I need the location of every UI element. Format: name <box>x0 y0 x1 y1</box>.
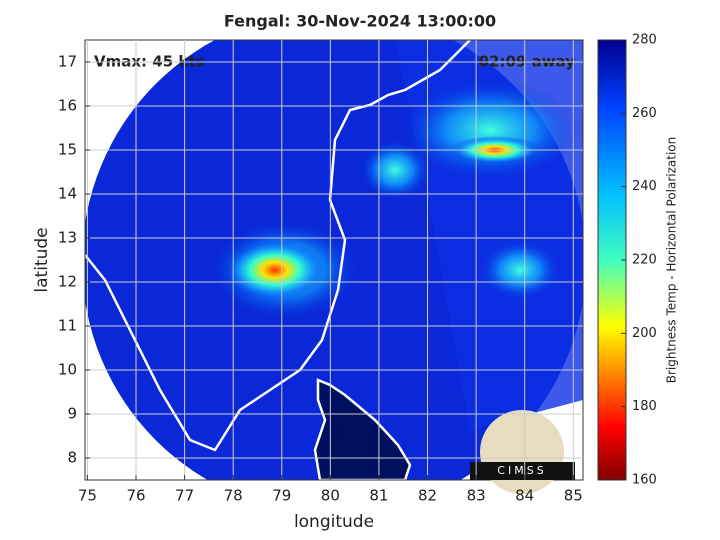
colorbar-tick-label: 260 <box>632 106 657 121</box>
x-axis-label: longitude <box>294 512 374 532</box>
colorbar-tick-label: 280 <box>632 33 657 48</box>
y-tick-label: 16 <box>58 97 77 115</box>
plot-frame <box>84 39 584 481</box>
chart-title: Fengal: 30-Nov-2024 13:00:00 <box>224 12 496 31</box>
y-tick-label: 10 <box>58 361 77 379</box>
y-tick-label: 15 <box>58 141 77 159</box>
x-tick-label: 84 <box>515 487 534 505</box>
y-tick-label: 9 <box>67 405 77 423</box>
logo: CIMSS <box>470 410 575 494</box>
colorbar-tick-label: 240 <box>632 179 657 194</box>
x-tick-label: 83 <box>467 487 486 505</box>
colorbar-tick-label: 220 <box>632 253 657 268</box>
logo-text: CIMSS <box>497 464 546 477</box>
y-tick-label: 14 <box>58 185 77 203</box>
x-tick-label: 82 <box>418 487 437 505</box>
y-tick-label: 17 <box>58 53 77 71</box>
y-tick-label: 12 <box>58 273 77 291</box>
y-tick-label: 13 <box>58 229 77 247</box>
x-tick-label: 76 <box>126 487 145 505</box>
colorbar-tick-label: 160 <box>632 473 657 488</box>
colorbar-label: Brightness Temp - Horizontal Polarizatio… <box>665 137 679 384</box>
x-tick-label: 75 <box>78 487 97 505</box>
y-axis-label: latitude <box>32 227 52 292</box>
colorbar-tick-label: 200 <box>632 326 657 341</box>
x-tick-label: 80 <box>321 487 340 505</box>
x-tick-label: 78 <box>224 487 243 505</box>
y-tick-label: 11 <box>58 317 77 335</box>
y-tick-label: 8 <box>67 449 77 467</box>
x-tick-label: 81 <box>369 487 388 505</box>
x-tick-label: 85 <box>564 487 583 505</box>
x-tick-label: 79 <box>272 487 291 505</box>
x-tick-label: 77 <box>175 487 194 505</box>
colorbar-tick-label: 180 <box>632 399 657 414</box>
